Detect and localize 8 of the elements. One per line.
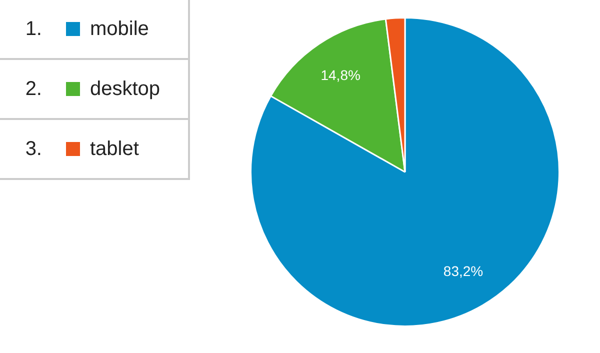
- data-label: 14,8%: [320, 66, 360, 83]
- legend-label: tablet: [90, 138, 139, 160]
- legend-label: mobile: [90, 18, 149, 40]
- text: 2.: [24, 78, 42, 100]
- legend-label: desktop: [90, 78, 160, 100]
- text: 1.: [24, 18, 42, 40]
- data-label: 83,2%: [443, 262, 484, 279]
- text: 3.: [24, 138, 42, 160]
